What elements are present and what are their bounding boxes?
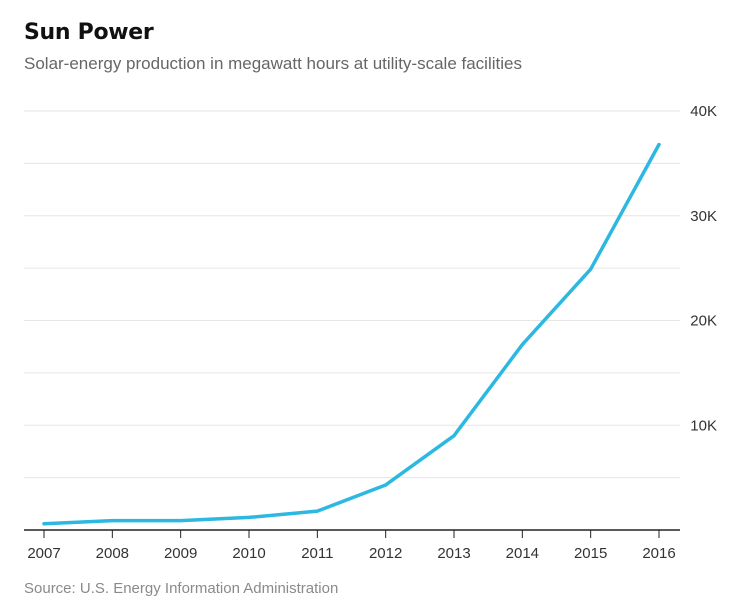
series-line <box>42 142 661 526</box>
source-note: Source: U.S. Energy Information Administ… <box>24 580 339 597</box>
data-point <box>520 343 524 347</box>
x-tick-label: 2010 <box>232 545 265 562</box>
data-point <box>384 483 388 487</box>
y-tick-label: 20K <box>690 313 717 330</box>
data-point <box>42 522 46 526</box>
y-tick-label: 40K <box>690 103 717 120</box>
x-axis-ticks: 2007 2008 2009 2010 2011 2012 2013 2014 2015 2016 <box>24 529 680 562</box>
data-point <box>110 519 114 523</box>
x-tick-label: 2016 <box>642 545 675 562</box>
y-tick-label: 10K <box>690 417 717 434</box>
chart-title: Sun Power <box>24 20 154 45</box>
y-axis-ticks: 10K 20K 30K 40K <box>690 103 717 434</box>
x-tick-label: 2013 <box>437 545 470 562</box>
data-point <box>315 509 319 513</box>
x-tick-label: 2014 <box>506 545 539 562</box>
x-tick-label: 2012 <box>369 545 402 562</box>
chart-subtitle: Solar-energy production in megawatt hour… <box>24 54 522 73</box>
data-point <box>179 519 183 523</box>
y-tick-label: 30K <box>690 208 717 225</box>
x-tick-label: 2011 <box>301 545 333 562</box>
data-point <box>657 143 661 147</box>
gridlines <box>24 110 680 479</box>
series-layer <box>42 142 661 526</box>
x-tick-label: 2007 <box>27 545 60 562</box>
data-point <box>589 267 593 271</box>
data-point <box>247 515 251 519</box>
data-point <box>452 434 456 438</box>
x-tick-label: 2015 <box>574 545 607 562</box>
x-tick-label: 2009 <box>164 545 197 562</box>
x-tick-label: 2008 <box>96 545 129 562</box>
